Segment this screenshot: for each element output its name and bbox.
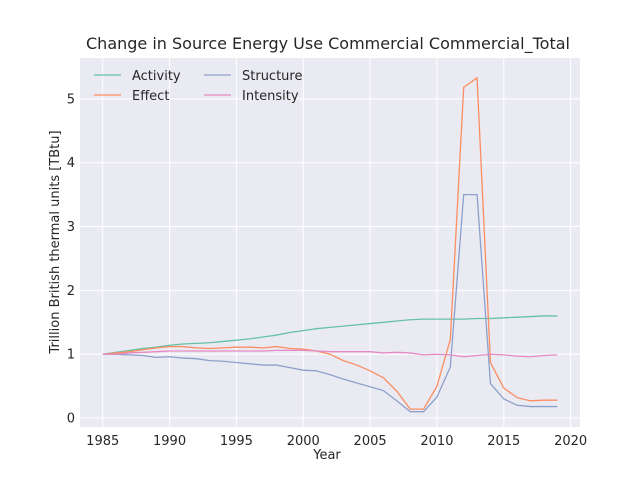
series-line-structure xyxy=(102,193,558,413)
x-axis-title: Year xyxy=(312,448,341,463)
y-axis-title: Trillion British thermal units [TBtu] xyxy=(48,130,63,354)
x-tick-label: 2020 xyxy=(554,434,587,449)
y-tick-label: 5 xyxy=(67,92,75,107)
y-tick-label: 4 xyxy=(67,156,75,171)
legend-label-effect: Effect xyxy=(132,89,169,104)
legend-label-intensity: Intensity xyxy=(242,89,299,104)
x-tick-label: 2000 xyxy=(287,434,320,449)
y-tick-labels: 0 1 2 3 4 5 xyxy=(67,92,75,426)
legend: Activity Effect Structure Intensity xyxy=(94,69,302,104)
legend-label-activity: Activity xyxy=(132,69,181,84)
series-line-activity xyxy=(102,315,558,355)
plot-area xyxy=(80,58,580,427)
x-tick-label: 1995 xyxy=(220,434,253,449)
x-tick-labels: 1985 1990 1995 2000 2005 2010 2015 2020 xyxy=(86,434,587,449)
x-tick-label: 2015 xyxy=(487,434,520,449)
chart-title: Change in Source Energy Use Commercial C… xyxy=(86,34,570,54)
grid xyxy=(80,58,580,427)
x-tick-label: 1990 xyxy=(153,434,186,449)
y-tick-label: 0 xyxy=(67,412,75,427)
series-lines xyxy=(102,77,558,413)
y-tick-label: 3 xyxy=(67,220,75,235)
series-line-effect xyxy=(102,77,558,410)
series-line-intensity xyxy=(102,349,558,358)
x-tick-label: 2005 xyxy=(354,434,387,449)
y-tick-label: 2 xyxy=(67,284,75,299)
legend-label-structure: Structure xyxy=(242,69,302,84)
x-tick-label: 1985 xyxy=(86,434,119,449)
x-tick-label: 2010 xyxy=(420,434,453,449)
y-tick-label: 1 xyxy=(67,348,75,363)
